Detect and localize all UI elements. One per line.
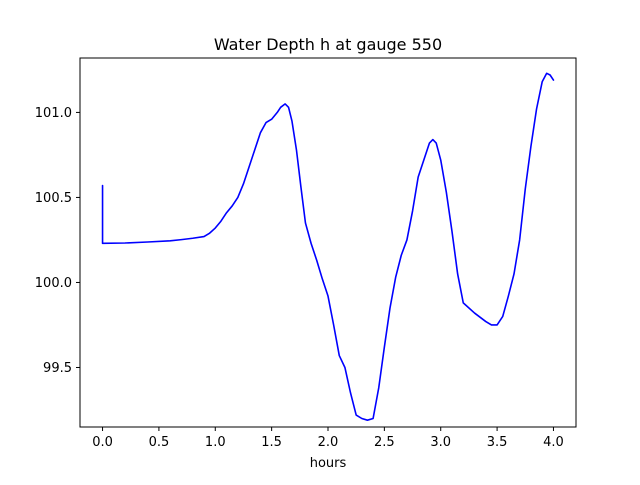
x-tick-label: 3.5 [487,435,508,450]
x-tick-label: 1.0 [205,435,226,450]
x-tick-label: 2.5 [374,435,395,450]
y-tick-label: 99.5 [43,361,72,376]
x-axis-label: hours [310,456,347,471]
x-tick-label: 2.0 [318,435,339,450]
x-tick-label: 0.5 [149,435,170,450]
x-tick-label: 1.5 [261,435,282,450]
plot-area [101,72,555,422]
chart-title: Water Depth h at gauge 550 [214,35,442,54]
y-tick-label: 100.0 [35,276,72,291]
x-tick-label: 4.0 [543,435,564,450]
series-line-0 [101,72,555,422]
x-tick-label: 3.0 [430,435,451,450]
axes-frame [79,57,577,428]
x-tick-label: 0.0 [92,435,113,450]
y-tick-label: 101.0 [35,106,72,121]
y-axis: 99.5 100.0 100.5 101.0 [35,106,80,376]
x-axis: 0.0 0.5 1.0 1.5 2.0 2.5 3.0 3.5 4.0 [92,427,564,450]
y-tick-label: 100.5 [35,191,72,206]
